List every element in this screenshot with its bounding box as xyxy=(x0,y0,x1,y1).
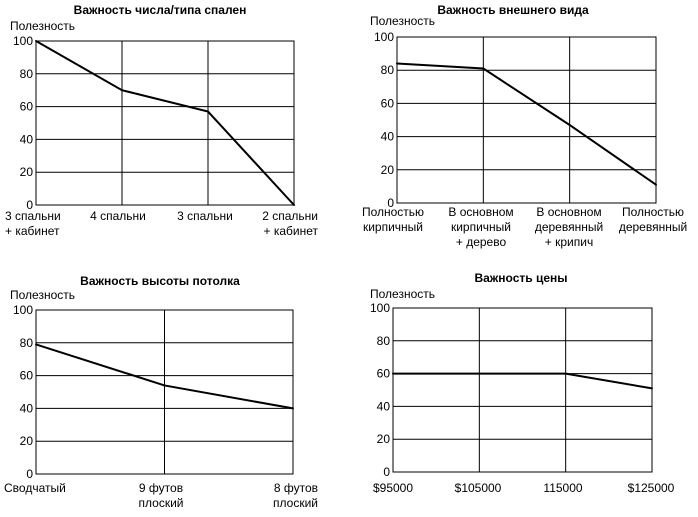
chart-2-series-line xyxy=(396,62,657,186)
chart-3-data-point xyxy=(35,343,37,346)
chart-2-x-tick-label-line: Полностью xyxy=(622,205,684,219)
chart-2-x-tick-label-line: В основном xyxy=(536,205,601,219)
chart-1-series-line xyxy=(35,40,295,206)
chart-3-y-axis-label: Полезность xyxy=(10,288,75,302)
chart-4-y-tick-label: 60 xyxy=(377,367,391,381)
chart-3-y-tick-label: 100 xyxy=(13,303,33,317)
chart-1-y-tick-label: 20 xyxy=(20,165,34,179)
chart-3-x-tick-label: Сводчатый xyxy=(4,481,66,495)
chart-4-x-tick-label-line: $125000 xyxy=(628,481,675,495)
chart-1-plot-frame xyxy=(35,40,295,206)
chart-2-title: Важность внешнего вида xyxy=(437,3,589,17)
chart-3-x-tick-label-line: 9 футов xyxy=(139,481,183,495)
chart-2-x-tick-label-line: кирпичный xyxy=(363,220,423,234)
chart-4-x-tick-label: $125000 xyxy=(628,481,675,495)
chart-4-title: Важность цены xyxy=(474,271,567,285)
chart-4-data-point xyxy=(392,372,394,375)
chart-2-y-tick-label: 80 xyxy=(381,63,395,77)
chart-2-data-point xyxy=(568,123,571,126)
chart-3-x-tick-label-line: Сводчатый xyxy=(4,481,66,495)
chart-1-x-tick-label-line: + кабинет xyxy=(263,224,318,238)
chart-3-x-tick-label: 9 футов плоский xyxy=(139,481,184,510)
chart-2-x-tick-label-line: деревянный xyxy=(535,220,603,234)
chart-4-x-tick-label-line: 115000 xyxy=(543,481,582,495)
chart-1-y-tick-label: 0 xyxy=(26,198,33,212)
chart-3-plot-frame xyxy=(35,309,294,475)
chart-1-y-tick-label: 100 xyxy=(13,34,33,48)
chart-1-y-tick-label: 40 xyxy=(20,132,34,146)
chart-3-title: Важность высоты потолка xyxy=(80,274,240,288)
chart-2-data-point xyxy=(396,62,398,65)
chart-2-data-point xyxy=(655,183,657,186)
chart-2-x-tick-label: Полностью деревянный xyxy=(619,205,687,234)
chart-4-plot-frame xyxy=(392,307,653,473)
chart-2-x-tick-label-line: Полностью xyxy=(362,205,424,219)
chart-2-x-tick-label-line: кирпичный xyxy=(451,220,511,234)
chart-2-plot-frame xyxy=(396,36,657,204)
chart-4-x-tick-label: $95000 xyxy=(373,481,413,495)
chart-2-data-point xyxy=(482,67,485,70)
chart-4-series-line xyxy=(393,372,653,390)
chart-4-data-point xyxy=(564,372,567,375)
chart-4-y-tick-label: 40 xyxy=(377,399,391,413)
chart-3-y-tick-label: 0 xyxy=(26,467,33,481)
chart-1-data-point xyxy=(35,40,37,42)
chart-3-y-tick-label: 80 xyxy=(20,336,34,350)
chart-1-data-point xyxy=(121,89,123,92)
chart-4-y-tick-label: 80 xyxy=(377,334,391,348)
chart-4-x-tick-label-line: $105000 xyxy=(455,481,502,495)
chart-2-x-tick-label-line: + дерево xyxy=(456,235,507,249)
chart-4-y-tick-label: 0 xyxy=(383,465,390,479)
chart-4-y-axis-label: Полезность xyxy=(370,287,435,301)
chart-3-data-point xyxy=(292,407,294,410)
chart-2-x-tick-label: Полностью кирпичный xyxy=(362,205,424,234)
chart-2-y-axis-label: Полезность xyxy=(370,14,435,28)
chart-2-y-tick-label: 20 xyxy=(381,163,395,177)
chart-3-data-point xyxy=(163,384,166,387)
chart-4-x-tick-label-line: $95000 xyxy=(373,481,413,495)
chart-2-y-tick-label: 0 xyxy=(387,196,394,210)
chart-2-y-tick-label: 40 xyxy=(381,130,395,144)
chart-1-y-tick-label: 60 xyxy=(20,100,34,114)
chart-3-y-tick-label: 40 xyxy=(20,401,34,415)
chart-3-y-tick-label: 60 xyxy=(20,369,34,383)
chart-2-y-tick-label: 60 xyxy=(381,96,395,110)
chart-2-x-tick-label-line: + крипич xyxy=(545,235,593,249)
chart-2-x-tick-label: В основном деревянный + крипич xyxy=(535,205,603,249)
chart-4-data-point xyxy=(651,387,653,390)
chart-1-title: Важность числа/типа спален xyxy=(74,3,247,17)
chart-4-y-tick-label: 100 xyxy=(370,301,390,315)
chart-1-x-tick-label-line: + кабинет xyxy=(5,224,60,238)
chart-1-data-point xyxy=(207,110,209,113)
chart-2-x-tick-label-line: В основном xyxy=(448,205,513,219)
chart-2-x-tick-label-line: деревянный xyxy=(619,220,687,234)
chart-1-x-tick-label: 4 спальни xyxy=(90,209,146,223)
chart-3-x-tick-label-line: 8 футов xyxy=(274,481,318,495)
chart-1-x-tick-label: 3 спальни + кабинет xyxy=(5,209,61,238)
chart-1-data-point xyxy=(293,204,295,206)
chart-3-x-tick-label-line: плоский xyxy=(139,496,184,510)
chart-1-x-tick-label: 3 спальни xyxy=(177,209,233,223)
chart-1-x-tick-label-line: 3 спальни xyxy=(177,209,233,223)
chart-4-y-tick-label: 20 xyxy=(377,432,391,446)
chart-4-x-tick-label: 115000 xyxy=(543,481,582,495)
chart-1-x-tick-label-line: 2 спальни xyxy=(262,209,318,223)
chart-4-x-tick-label: $105000 xyxy=(455,481,502,495)
chart-4-data-point xyxy=(478,372,481,375)
chart-1-y-tick-label: 80 xyxy=(20,67,34,81)
chart-1-x-tick-label-line: 3 спальни xyxy=(5,209,61,223)
chart-3-x-tick-label: 8 футов плоский xyxy=(273,481,318,510)
chart-1-y-axis-label: Полезность xyxy=(10,19,75,33)
chart-2-x-tick-label: В основном кирпичный + дерево xyxy=(448,205,513,249)
chart-3-x-tick-label-line: плоский xyxy=(273,496,318,510)
chart-1-x-tick-label: 2 спальни + кабинет xyxy=(262,209,318,238)
chart-2-y-tick-label: 100 xyxy=(374,30,394,44)
chart-3-y-tick-label: 20 xyxy=(20,434,34,448)
chart-1-x-tick-label-line: 4 спальни xyxy=(90,209,146,223)
